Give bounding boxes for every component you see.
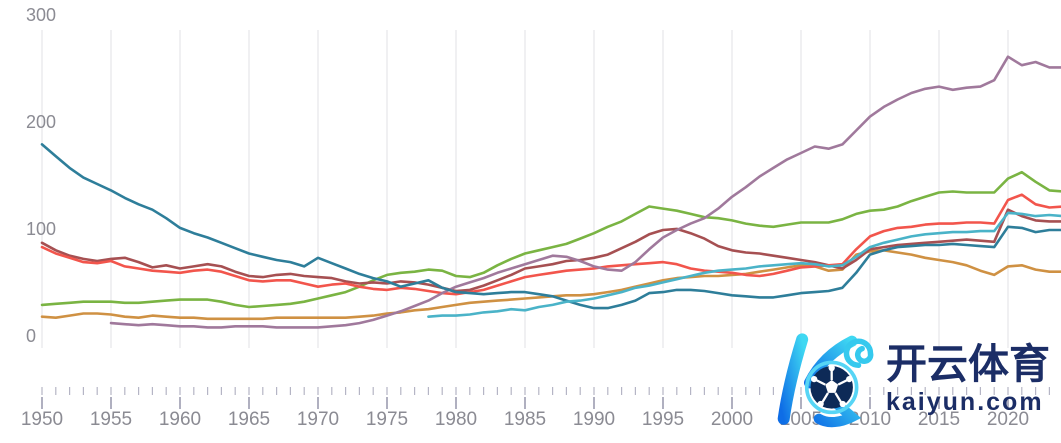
y-axis-label-100: 100 — [26, 219, 56, 239]
series-green-line — [40, 170, 1061, 309]
series-maroon-line — [40, 208, 1061, 293]
x-axis-label-1965: 1965 — [228, 409, 270, 430]
x-axis-label-2005: 2005 — [780, 409, 822, 430]
x-axis-label-1960: 1960 — [159, 409, 201, 430]
series-teal-line — [40, 143, 1061, 310]
x-axis-label-1950: 1950 — [21, 409, 63, 430]
x-axis-label-2020: 2020 — [987, 409, 1029, 430]
x-axis-label-1985: 1985 — [504, 409, 546, 430]
y-axis-label-0: 0 — [26, 326, 36, 346]
series-orange-line — [40, 249, 1061, 321]
y-axis-label-300: 300 — [26, 5, 56, 25]
x-axis-label-1975: 1975 — [366, 409, 408, 430]
x-axis-label-2015: 2015 — [918, 409, 960, 430]
y-axis-label-200: 200 — [26, 112, 56, 132]
x-axis-label-1990: 1990 — [573, 409, 615, 430]
series-cyan-line — [427, 211, 1061, 319]
x-axis-label-1955: 1955 — [90, 409, 132, 430]
x-axis-label-1970: 1970 — [297, 409, 339, 430]
x-axis-label-2010: 2010 — [849, 409, 891, 430]
x-axis-label-1980: 1980 — [435, 409, 477, 430]
x-axis-label-1995: 1995 — [642, 409, 684, 430]
series-red-line — [40, 193, 1061, 296]
x-axis-label-2000: 2000 — [711, 409, 753, 430]
series-purple-line — [109, 55, 1061, 329]
